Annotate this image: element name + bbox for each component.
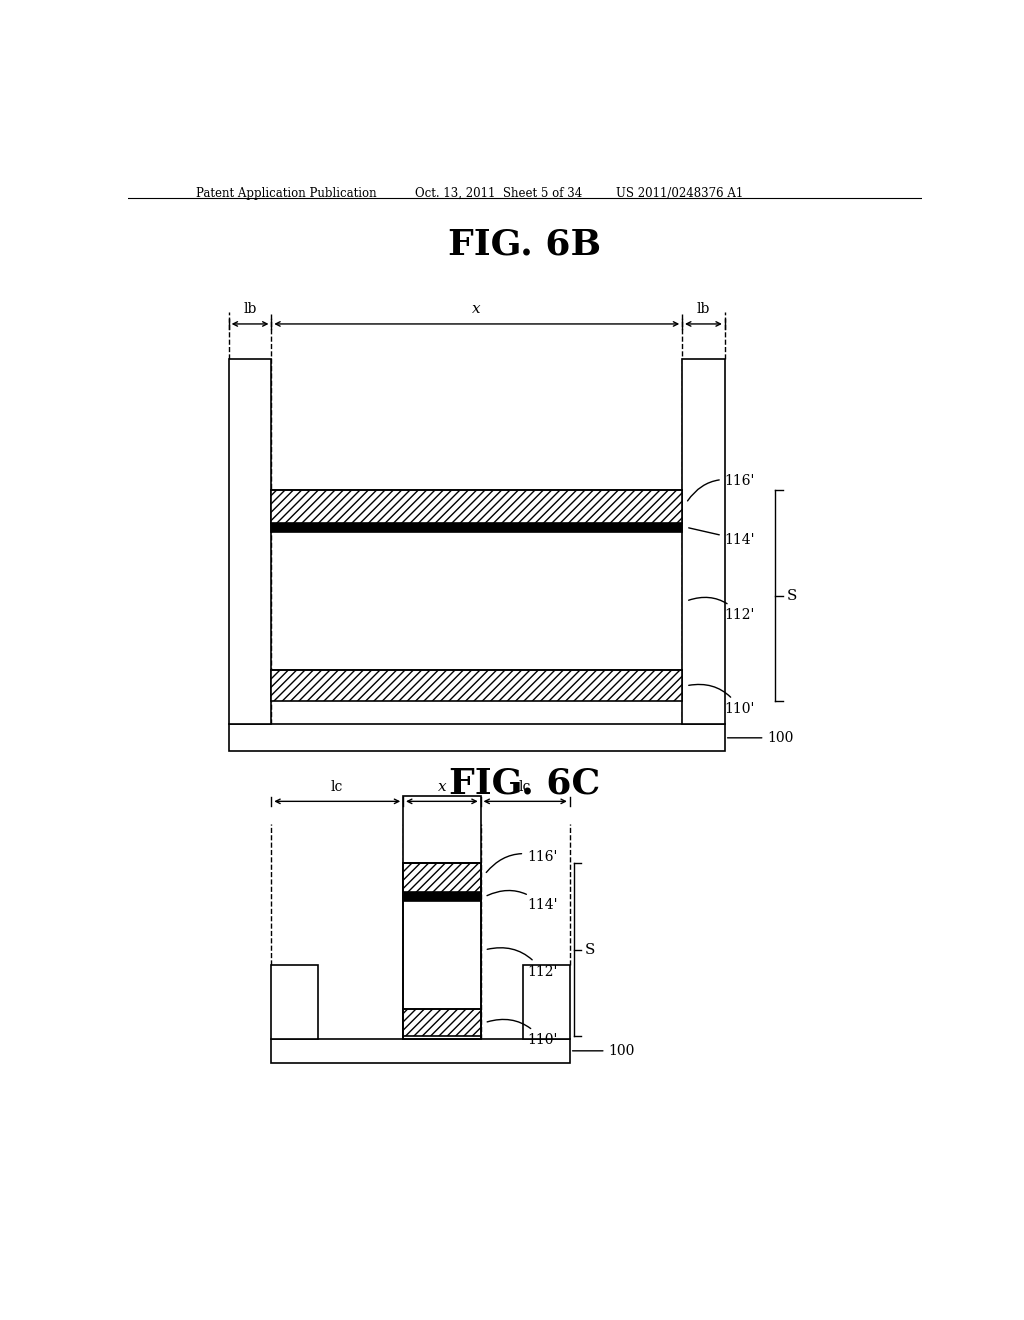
Text: Oct. 13, 2011  Sheet 5 of 34: Oct. 13, 2011 Sheet 5 of 34 [415,187,582,199]
Text: lc: lc [331,780,343,793]
Bar [271,671,682,701]
Text: FIG. 6C: FIG. 6C [450,767,600,801]
Text: US 2011/0248376 A1: US 2011/0248376 A1 [616,187,743,199]
Text: lb: lb [244,302,257,317]
Text: 110': 110' [487,1019,557,1047]
Bar [271,523,682,532]
Text: x: x [437,780,446,793]
Text: 100: 100 [572,1044,635,1057]
Text: Patent Application Publication: Patent Application Publication [197,187,377,199]
Bar [403,863,480,1039]
Text: 116': 116' [486,850,557,873]
Bar [682,359,725,725]
Text: 112': 112' [688,598,755,622]
Bar [403,892,480,902]
Text: S: S [586,942,596,957]
Text: FIG. 6B: FIG. 6B [449,227,601,261]
Text: 112': 112' [487,948,557,978]
Text: lb: lb [696,302,710,317]
Text: 116': 116' [687,474,755,500]
Text: 114': 114' [689,528,756,546]
Text: lc: lc [519,780,531,793]
Text: 114': 114' [487,891,558,912]
Bar [228,725,725,751]
Bar [271,1039,569,1063]
Bar [228,359,271,725]
Text: S: S [786,589,797,603]
Bar [271,965,317,1039]
Bar [523,965,569,1039]
Text: 100: 100 [727,731,794,744]
Bar [403,796,480,1039]
Bar [403,1010,480,1036]
Text: 110': 110' [689,685,755,715]
Text: x: x [472,302,481,317]
Bar [271,490,682,523]
Bar [403,863,480,892]
